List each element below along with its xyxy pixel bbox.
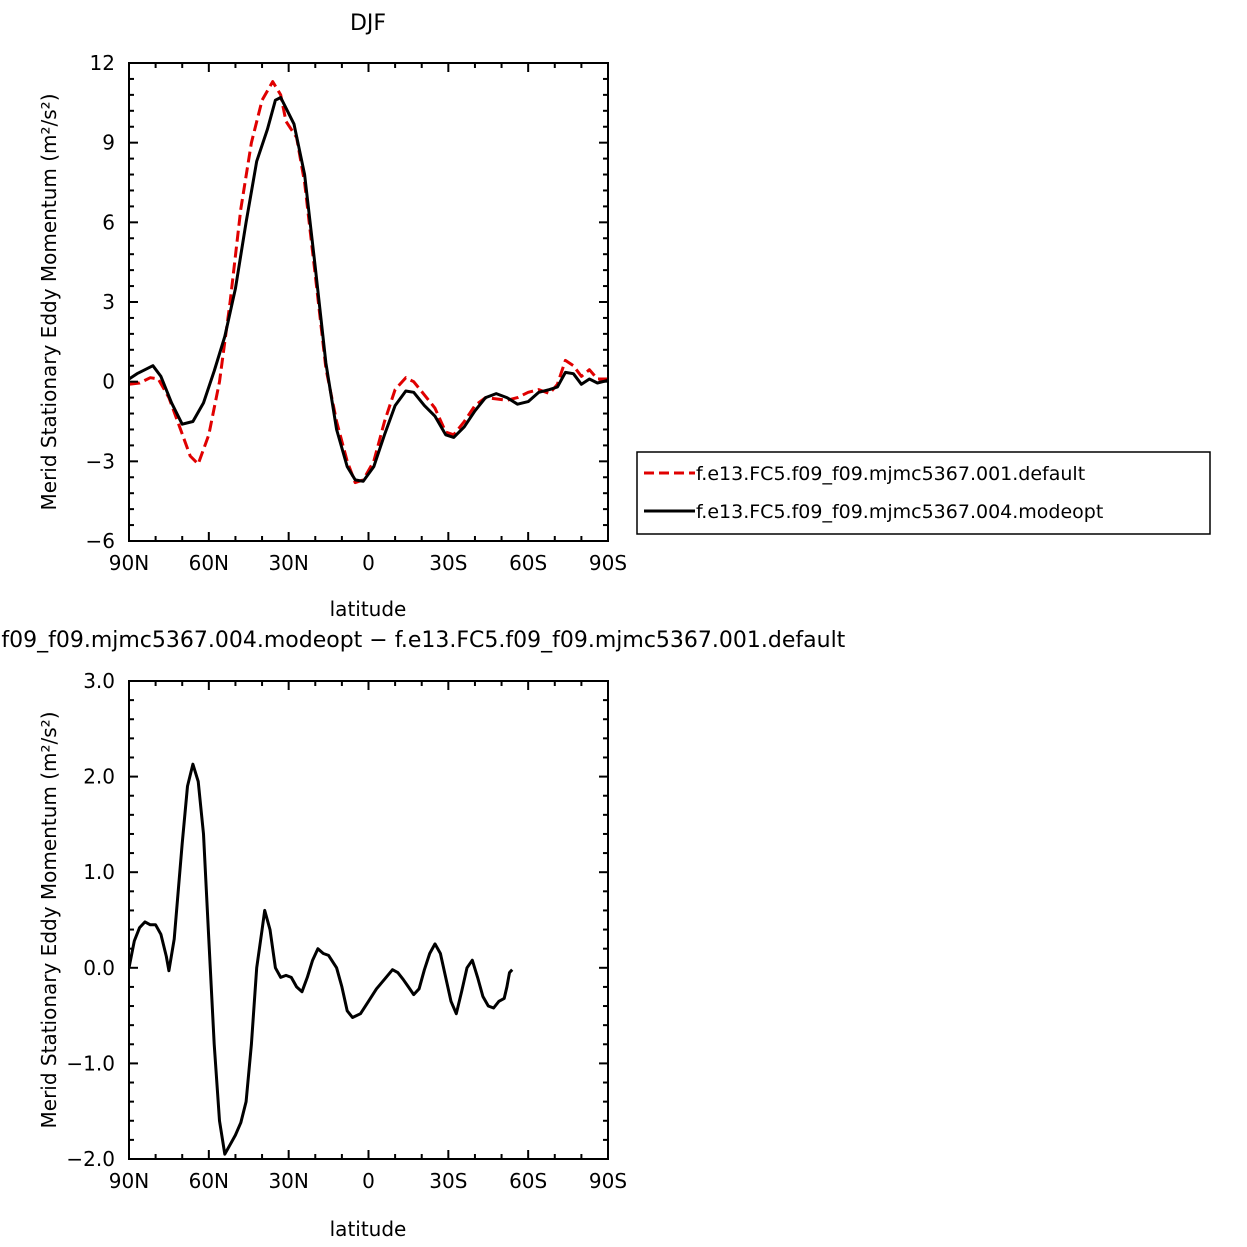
top-x-tick-label: 30N (268, 551, 308, 575)
legend: f.e13.FC5.f09_f09.mjmc5367.001.default f… (636, 451, 1211, 535)
legend-label-default: f.e13.FC5.f09_f09.mjmc5367.001.default (696, 463, 1085, 485)
legend-label-modeopt: f.e13.FC5.f09_f09.mjmc5367.004.modeopt (696, 501, 1103, 523)
bottom-series-group (129, 762, 514, 1156)
top-x-tick-label: 60N (189, 551, 229, 575)
top-panel: DJF 90N 60N 30N 0 30S 60S 90S −6 −3 0 3 6 9 12 latitu… (37, 11, 627, 621)
bottom-frame (128, 680, 609, 1160)
bottom-x-tick-label: 60S (509, 1169, 547, 1193)
top-y-tick-label: −3 (86, 449, 115, 473)
bottom-x-tick-label: 30N (268, 1169, 308, 1193)
bottom-x-axis-label: latitude (330, 1217, 407, 1241)
bottom-series-line-0 (129, 762, 514, 1156)
bottom-y-tick-label: −1.0 (66, 1051, 115, 1075)
top-y-tick-label: 0 (102, 370, 115, 394)
top-x-tick-label: 60S (509, 551, 547, 575)
top-y-tick-label: 9 (102, 131, 115, 155)
bottom-x-tick-label: 90N (109, 1169, 149, 1193)
top-plot-area: 90N 60N 30N 0 30S 60S 90S −6 −3 0 3 6 9 12 (86, 51, 628, 575)
legend-box (636, 451, 1211, 535)
top-x-tick-label: 90N (109, 551, 149, 575)
bottom-x-tick-label: 30S (429, 1169, 467, 1193)
bottom-chart-title: f.e13.FC5.f09_f09.mjmc5367.004.modeopt −… (0, 628, 846, 653)
top-y-tick-label: 6 (102, 210, 115, 234)
bottom-y-tick-label: 3.0 (83, 669, 115, 693)
bottom-panel: f.e13.FC5.f09_f09.mjmc5367.004.modeopt −… (0, 628, 846, 1241)
top-x-tick-label: 30S (429, 551, 467, 575)
top-y-tick-label: −6 (86, 529, 115, 553)
top-series-line-1 (129, 96, 608, 483)
top-x-tick-label: 0 (362, 551, 375, 575)
bottom-y-axis-label: Merid Stationary Eddy Momentum (m²/s²) (37, 712, 61, 1129)
top-y-axis-label: Merid Stationary Eddy Momentum (m²/s²) (37, 94, 61, 511)
bottom-y-tick-label: 2.0 (83, 765, 115, 789)
bottom-x-tick-label: 60N (189, 1169, 229, 1193)
top-chart-title: DJF (350, 11, 386, 36)
top-x-axis-label: latitude (330, 597, 407, 621)
bottom-y-tick-label: −2.0 (66, 1147, 115, 1171)
bottom-x-tick-label: 90S (589, 1169, 627, 1193)
top-x-tick-label: 90S (589, 551, 627, 575)
bottom-plot-area: 90N 60N 30N 0 30S 60S 90S −2.0 −1.0 0.0 1.0 2.0 3.0 (66, 669, 627, 1193)
bottom-y-tick-label: 1.0 (83, 860, 115, 884)
top-y-tick-label: 12 (90, 51, 115, 75)
top-series-line-0 (129, 80, 608, 485)
top-series-group (129, 80, 608, 485)
top-y-tick-label: 3 (102, 290, 115, 314)
bottom-x-tick-label: 0 (362, 1169, 375, 1193)
bottom-y-tick-label: 0.0 (83, 956, 115, 980)
